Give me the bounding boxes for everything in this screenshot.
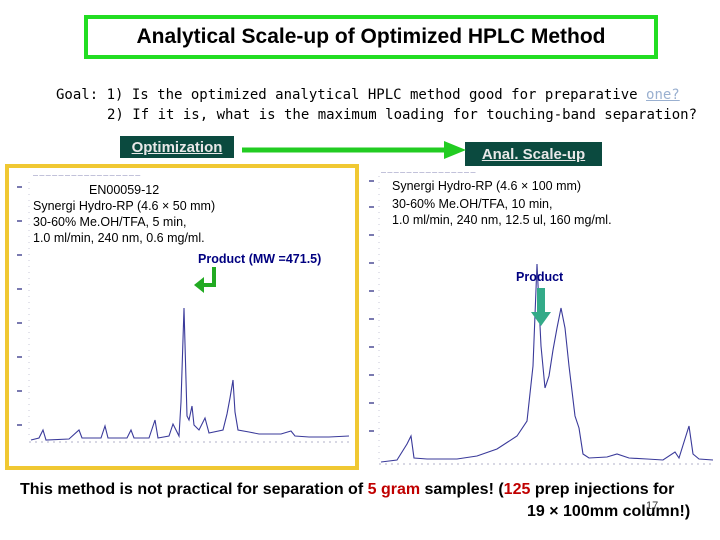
- page-title: Analytical Scale-up of Optimized HPLC Me…: [136, 25, 606, 48]
- trace-left: [30, 307, 350, 441]
- product-bent-arrow-icon: [194, 267, 216, 293]
- chromatogram-right: — — — — — — — — — — — — — — —: [369, 170, 714, 465]
- scale-up-label: Anal. Scale-up: [465, 142, 602, 166]
- product-down-arrow-icon: [531, 288, 551, 326]
- bottom-text-1: This method is not practical for separat…: [20, 481, 368, 498]
- left-sample-id: EN00059-12: [89, 183, 160, 197]
- right-condition-1: Synergi Hydro-RP (4.6 × 100 mm): [392, 179, 582, 193]
- optimization-chromatogram-panel: — — — — — — — — — — — — — — — — — EN0005…: [5, 164, 359, 470]
- y-axis-ticks-right: [369, 180, 374, 432]
- trace-right: [380, 263, 714, 463]
- left-condition-2: 30-60% Me.OH/TFA, 5 min,: [33, 215, 187, 229]
- direction-arrow: [242, 141, 466, 159]
- goal-link[interactable]: one?: [646, 87, 680, 103]
- bottom-statement-line-1: This method is not practical for separat…: [20, 481, 674, 499]
- bottom-text-3: prep injections for: [530, 481, 675, 498]
- bottom-amount: 5 gram: [367, 481, 421, 498]
- goal-line-1: Goal: 1) Is the optimized analytical HPL…: [56, 87, 680, 103]
- bottom-count: 125: [503, 481, 531, 498]
- page-number: 17: [646, 500, 659, 512]
- left-product-label: Product (MW =471.5): [198, 252, 322, 266]
- goal-line-1-text: Goal: 1) Is the optimized analytical HPL…: [56, 87, 647, 103]
- chromatogram-left: — — — — — — — — — — — — — — — — —: [17, 173, 353, 443]
- bottom-text-2: samples! (: [420, 481, 504, 498]
- scale-up-chromatogram-panel: — — — — — — — — — — — — — — — Synergi Hy…: [367, 166, 716, 469]
- bottom-statement-line-2: 19 × 100mm column!): [527, 503, 691, 520]
- chromatogram-header-right: — — — — — — — — — — — — — — —: [381, 170, 475, 176]
- y-axis-ticks-left: [17, 186, 22, 426]
- chromatogram-header-left: — — — — — — — — — — — — — — — — —: [33, 173, 140, 179]
- optimization-label: Optimization: [120, 136, 234, 158]
- title-box: Analytical Scale-up of Optimized HPLC Me…: [84, 15, 658, 59]
- right-product-label: Product: [516, 270, 564, 284]
- right-condition-3: 1.0 ml/min, 240 nm, 12.5 ul, 160 mg/ml.: [392, 213, 612, 227]
- goal-line-2: 2) If it is, what is the maximum loading…: [107, 107, 698, 123]
- left-condition-3: 1.0 ml/min, 240 nm, 0.6 mg/ml.: [33, 231, 205, 245]
- left-condition-1: Synergi Hydro-RP (4.6 × 50 mm): [33, 199, 216, 213]
- right-condition-2: 30-60% Me.OH/TFA, 10 min,: [392, 197, 553, 211]
